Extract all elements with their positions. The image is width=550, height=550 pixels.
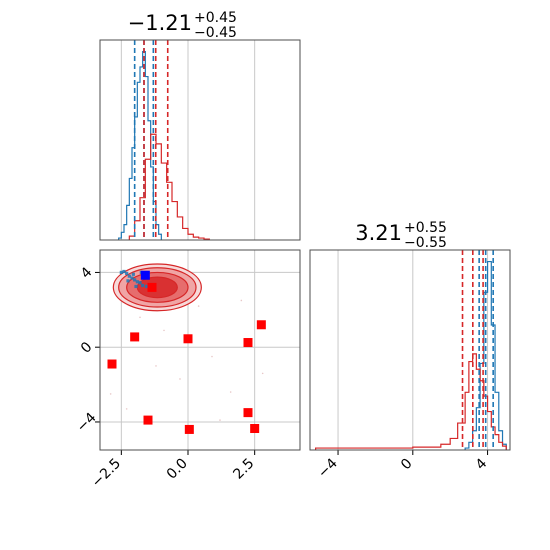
- histogram-title-2-value: 3.21: [355, 221, 402, 245]
- faint-point-10: [261, 372, 264, 375]
- faint-point-5: [240, 299, 243, 302]
- faint-point-11: [163, 329, 165, 332]
- scatter-panel: −2.5 0.0 2.5 4 0 −4: [74, 250, 300, 491]
- x-tick-label-1: 0.0: [164, 456, 191, 483]
- blue-cluster-point-8: [141, 283, 145, 288]
- red-marker-7: [243, 408, 253, 418]
- hist-series-1: [315, 353, 507, 450]
- blue-cluster-point-5: [133, 278, 137, 282]
- faint-point-0: [109, 393, 112, 395]
- red-marker-3: [256, 320, 266, 330]
- red-marker-1: [130, 332, 140, 342]
- y-tick-label-2: −4: [74, 410, 100, 436]
- blue-cluster-point-9: [145, 284, 149, 289]
- red-marker-0: [147, 282, 157, 292]
- histogram-title-2-plus: +0.55: [404, 220, 447, 236]
- x-tick-label-0: −2.5: [89, 456, 124, 491]
- hist-series-1: [128, 133, 210, 240]
- red-marker-4: [243, 338, 253, 348]
- histogram-title-1: −1.21 +0.45−0.45: [128, 10, 237, 41]
- faint-point-7: [219, 419, 221, 421]
- red-marker-2: [183, 334, 193, 344]
- red-marker-8: [184, 424, 194, 434]
- blue-cluster-point-0: [119, 270, 123, 275]
- x-tick-label-0: −4: [315, 455, 341, 481]
- histogram-title-2-minus: −0.55: [404, 235, 447, 251]
- blue-cluster-point-13: [126, 279, 130, 283]
- x-tick-label-2: 4: [473, 455, 491, 473]
- red-marker-5: [107, 359, 117, 369]
- blue-marker-0: [140, 270, 150, 280]
- histogram-title-1-minus: −0.45: [194, 25, 237, 41]
- blue-cluster-point-2: [125, 271, 129, 275]
- y-tick-label-0: 4: [78, 264, 96, 282]
- histogram-title-2: 3.21 +0.55−0.55: [355, 220, 447, 251]
- red-marker-9: [250, 424, 260, 434]
- blue-cluster-point-3: [127, 274, 131, 278]
- faint-point-4: [179, 378, 181, 380]
- red-marker-6: [143, 415, 153, 425]
- blue-cluster-point-15: [134, 284, 138, 289]
- blue-cluster-point-1: [122, 269, 126, 274]
- y-tick-label-1: 0: [78, 339, 96, 357]
- histogram-title-1-plus: +0.45: [194, 10, 237, 26]
- blue-cluster-point-14: [131, 272, 135, 276]
- faint-point-8: [197, 305, 200, 307]
- histogram-panel-2: −4 0 4: [315, 250, 507, 481]
- blue-cluster-point-6: [135, 280, 139, 284]
- faint-point-9: [139, 316, 141, 319]
- blue-cluster-point-4: [130, 276, 134, 280]
- histogram-frame-2: [309, 249, 511, 451]
- histogram-frame-1: [99, 39, 301, 241]
- faint-point-6: [125, 408, 128, 410]
- blue-cluster-point-7: [138, 281, 142, 285]
- histogram-panel-1: [118, 40, 256, 240]
- hist-series-0: [118, 50, 162, 240]
- faint-point-2: [211, 355, 213, 358]
- histogram-title-1-value: −1.21: [128, 11, 192, 35]
- x-tick-label-1: 0: [398, 456, 416, 474]
- scatter-frame: [99, 249, 301, 451]
- faint-point-1: [155, 365, 157, 367]
- x-tick-label-2: 2.5: [230, 456, 257, 483]
- faint-point-3: [229, 391, 232, 393]
- contour-level-3: [136, 276, 178, 299]
